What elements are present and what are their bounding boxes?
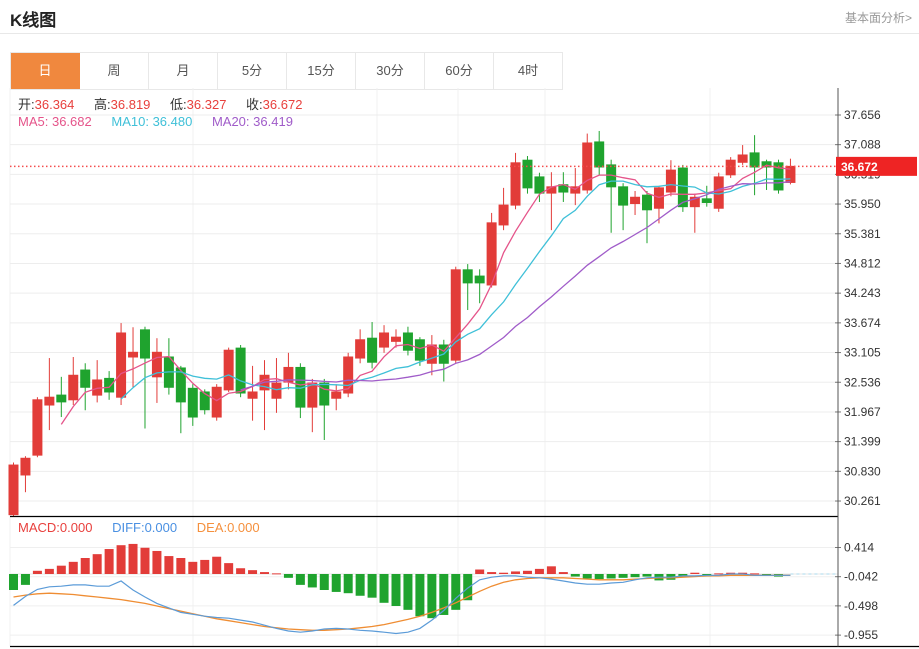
tab-30min[interactable]: 30分 (356, 53, 425, 89)
svg-text:-0.042: -0.042 (844, 570, 878, 584)
tab-5min[interactable]: 5分 (218, 53, 287, 89)
low-value: 36.327 (186, 97, 227, 112)
svg-text:33.674: 33.674 (844, 316, 881, 330)
macd-legend: MACD:0.000 DIFF:0.000 DEA:0.000 (18, 520, 276, 535)
fundamental-analysis-link[interactable]: 基本面分析> (844, 11, 912, 25)
svg-text:37.088: 37.088 (844, 138, 881, 152)
svg-text:30.261: 30.261 (844, 494, 881, 508)
diff-value-legend: DIFF:0.000 (112, 520, 178, 535)
dea-value-legend: DEA:0.000 (196, 520, 260, 535)
svg-text:31.399: 31.399 (844, 435, 881, 449)
high-label: 高: (94, 97, 111, 112)
svg-text:36.672: 36.672 (841, 160, 878, 174)
tab-60min[interactable]: 60分 (425, 53, 494, 89)
close-value: 36.672 (262, 97, 303, 112)
svg-text:-0.955: -0.955 (844, 628, 878, 642)
svg-text:36.519: 36.519 (844, 167, 881, 181)
svg-text:32.536: 32.536 (844, 375, 881, 389)
svg-text:30.830: 30.830 (844, 464, 881, 478)
tab-month[interactable]: 月 (149, 53, 218, 89)
ma-legend: MA5: 36.682 MA10: 36.480 MA20: 36.419 (18, 114, 309, 129)
svg-text:37.656: 37.656 (844, 108, 881, 122)
svg-text:0.414: 0.414 (844, 541, 874, 555)
tab-week[interactable]: 周 (80, 53, 149, 89)
chart-plot-area[interactable] (10, 88, 838, 647)
tab-15min[interactable]: 15分 (287, 53, 356, 89)
ohlc-legend: 开:36.364 高:36.819 低:36.327 收:36.672 (18, 94, 318, 113)
svg-text:-0.498: -0.498 (844, 599, 878, 613)
high-value: 36.819 (110, 97, 151, 112)
page-title: K线图 (10, 11, 57, 30)
low-label: 低: (170, 97, 187, 112)
macd-value-legend: MACD:0.000 (18, 520, 93, 535)
svg-text:35.381: 35.381 (844, 227, 881, 241)
svg-text:34.812: 34.812 (844, 256, 881, 270)
svg-text:35.950: 35.950 (844, 197, 881, 211)
interval-tabs: 日 周 月 5分 15分 30分 60分 4时 (10, 52, 563, 90)
ma5-legend: MA5: 36.682 (18, 114, 92, 129)
open-label: 开: (18, 97, 35, 112)
svg-text:34.243: 34.243 (844, 286, 881, 300)
close-label: 收: (246, 97, 263, 112)
svg-text:33.105: 33.105 (844, 346, 881, 360)
ma10-legend: MA10: 36.480 (111, 114, 193, 129)
open-value: 36.364 (34, 97, 75, 112)
tab-4hour[interactable]: 4时 (494, 53, 563, 89)
ma20-legend: MA20: 36.419 (211, 114, 293, 129)
tab-day[interactable]: 日 (11, 53, 80, 89)
page-header: K线图 基本面分析> (0, 0, 919, 34)
svg-text:31.967: 31.967 (844, 405, 881, 419)
